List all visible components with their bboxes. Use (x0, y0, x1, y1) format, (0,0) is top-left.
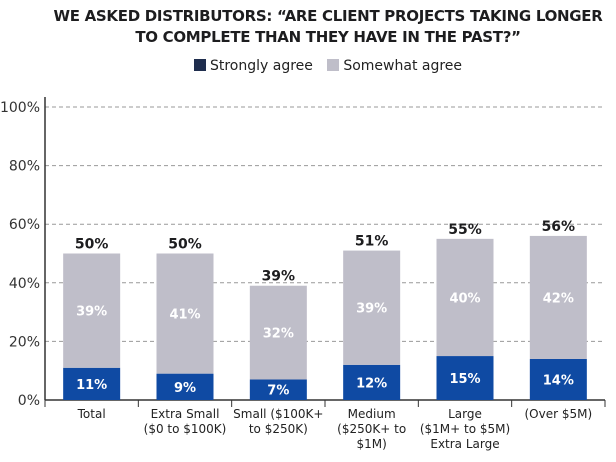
data-label: 7% (267, 384, 289, 399)
y-tick-label: 80% (9, 159, 40, 175)
chart-title: WE ASKED DISTRIBUTORS: “ARE CLIENT PROJE… (0, 6, 616, 48)
bar-somewhat-agree (63, 253, 121, 368)
y-tick-label: 100% (0, 100, 40, 116)
total-label: 50% (75, 237, 109, 253)
y-tick-label: 60% (9, 217, 40, 233)
x-tick-label: Large (448, 407, 482, 421)
total-label: 56% (542, 219, 576, 235)
legend: Strongly agree Somewhat agree (0, 58, 616, 74)
x-tick-label: Total (77, 407, 106, 421)
bar-somewhat-agree (343, 250, 401, 365)
bar-strongly-agree (529, 358, 587, 400)
bar-strongly-agree (249, 379, 307, 400)
bar-somewhat-agree (249, 285, 307, 380)
x-tick-label: ($1M+ to $5M) (420, 422, 510, 436)
legend-label: Somewhat agree (343, 58, 463, 74)
x-tick-label: Small ($100K+ (233, 407, 323, 421)
title-line: TO COMPLETE THAN THEY HAVE IN THE PAST?” (135, 28, 521, 46)
y-tick-label: 40% (9, 276, 40, 292)
x-tick-label: ($250K+ to (337, 422, 406, 436)
bar-somewhat-agree (529, 235, 587, 359)
data-label: 39% (356, 302, 387, 317)
total-label: 51% (355, 234, 389, 250)
data-label: 40% (449, 291, 480, 306)
bar-strongly-agree (63, 367, 121, 400)
data-label: 12% (356, 376, 387, 391)
x-tick-label: Extra Small (151, 407, 220, 421)
bar-strongly-agree (156, 373, 214, 400)
y-tick-label: 20% (9, 334, 40, 350)
x-tick-label: Extra Large (430, 437, 499, 451)
legend-item-strongly-agree: Strongly agree (193, 58, 313, 74)
bar-somewhat-agree (156, 253, 214, 374)
y-tick-label: 0% (18, 393, 40, 409)
x-tick-label: ($0 to $100K) (144, 422, 227, 436)
bar-somewhat-agree (436, 238, 494, 357)
x-tick-label: Medium (348, 407, 396, 421)
data-label: 9% (174, 381, 196, 396)
bar-strongly-agree (343, 364, 401, 400)
total-label: 39% (262, 269, 296, 285)
title-line: WE ASKED DISTRIBUTORS: “ARE CLIENT PROJE… (53, 7, 603, 25)
x-tick-label: (Over $5M) (524, 407, 592, 421)
data-label: 42% (543, 291, 574, 306)
bar-strongly-agree (436, 356, 494, 400)
data-label: 32% (263, 327, 294, 342)
total-label: 50% (168, 237, 202, 253)
x-tick-label: $1M) (357, 437, 387, 451)
data-label: 41% (169, 308, 200, 323)
legend-item-somewhat-agree: Somewhat agree (327, 58, 462, 74)
legend-swatch (193, 59, 206, 71)
data-label: 39% (76, 305, 107, 320)
data-label: 11% (76, 378, 107, 393)
total-label: 55% (448, 222, 482, 238)
data-label: 14% (543, 373, 574, 388)
legend-swatch (327, 59, 340, 71)
x-tick-label: to $250K) (249, 422, 308, 436)
legend-label: Strongly agree (209, 58, 313, 74)
data-label: 15% (449, 372, 480, 387)
